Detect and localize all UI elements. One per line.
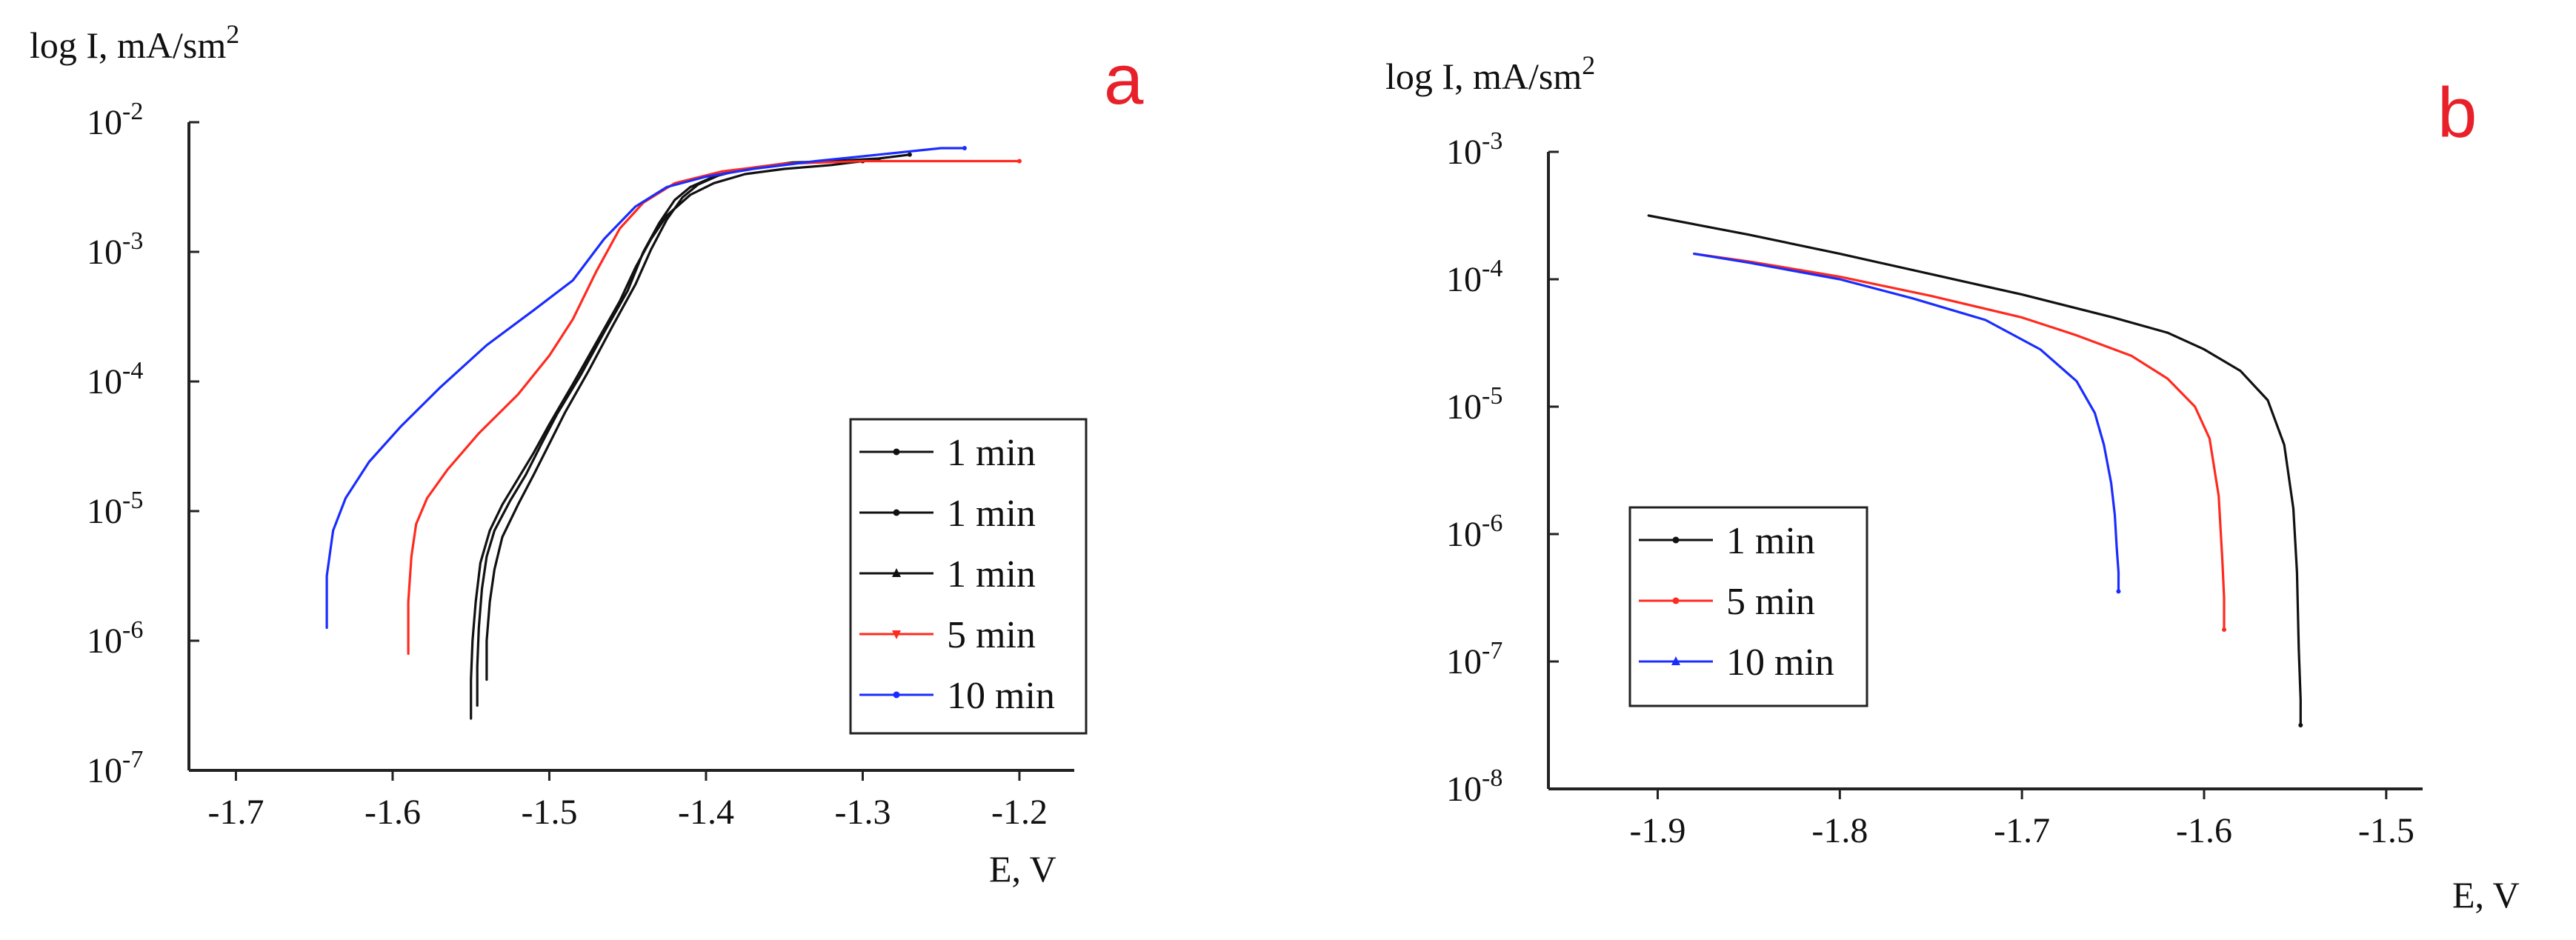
chart-panel-b: log I, mA/sm2 b E, V 10-8 10-7 10-6 10-5 10-… xyxy=(1385,50,2520,916)
legend-label-b: 5 min xyxy=(1726,581,1815,623)
y-tick-label-a: 10-7 xyxy=(87,746,143,790)
legend-b: 1 min 5 min 10 min xyxy=(1628,506,1868,707)
y-tick-label-b: 10-8 xyxy=(1446,764,1502,809)
x-tick-label-a: -1.6 xyxy=(365,793,421,832)
y-tick-label-a: 10-5 xyxy=(87,487,143,531)
legend-label-a: 1 min xyxy=(947,493,1036,535)
legend-label-a: 1 min xyxy=(947,553,1036,596)
legend-marker-a xyxy=(892,568,901,577)
series-end-point-a-1 xyxy=(907,152,912,157)
legend-marker-a xyxy=(893,509,900,516)
legend-marker-a xyxy=(892,630,901,639)
y-axis-label-b: log I, mA/sm2 xyxy=(1385,50,1595,97)
x-tick-label-b: -1.9 xyxy=(1630,811,1686,850)
y-tick-label-b: 10-3 xyxy=(1446,127,1502,172)
series-end-point-b-1 xyxy=(2298,723,2303,727)
x-axis-label-b: E, V xyxy=(2452,874,2520,916)
y-tick-label-b: 10-6 xyxy=(1446,510,1502,554)
y-tick-label-a: 10-6 xyxy=(87,616,143,661)
x-tick-label-b: -1.8 xyxy=(1811,811,1868,850)
y-tick-label-a: 10-2 xyxy=(87,98,143,142)
legend-marker-b xyxy=(1671,656,1680,665)
series-end-point-b-2 xyxy=(2222,627,2227,632)
y-tick-label-a: 10-4 xyxy=(87,357,143,401)
series-line-a-5 xyxy=(325,147,966,630)
x-axis-label-a: E, V xyxy=(989,848,1056,890)
y-tick-label-b: 10-5 xyxy=(1446,382,1502,427)
legend-marker-a xyxy=(893,691,900,699)
legend-marker-a xyxy=(893,448,900,456)
legend-label-a: 1 min xyxy=(947,432,1036,474)
legend-box-a xyxy=(849,418,1088,735)
panel-label-b: b xyxy=(2437,73,2477,153)
series-line-a-2 xyxy=(485,159,880,681)
x-tick-label-a: -1.2 xyxy=(991,793,1048,832)
chart-panel-a: log I, mA/sm2 a E, V 10-7 10-6 10-5 10-4 10-… xyxy=(30,19,1144,890)
legend-label-b: 10 min xyxy=(1726,641,1834,684)
y-tick-label-b: 10-7 xyxy=(1446,637,1502,681)
x-tick-label-a: -1.5 xyxy=(521,793,577,832)
legend-marker-b xyxy=(1672,536,1680,544)
series-line-a-3 xyxy=(470,159,865,720)
legend-label-a: 5 min xyxy=(947,614,1036,656)
x-tick-label-a: -1.7 xyxy=(207,793,264,832)
y-tick-label-a: 10-3 xyxy=(87,227,143,272)
legend-label-b: 1 min xyxy=(1726,520,1815,562)
series-end-point-a-5 xyxy=(962,146,967,150)
series-line-b-1 xyxy=(1647,214,2302,727)
series-line-a-1 xyxy=(476,153,911,707)
series-line-b-2 xyxy=(1693,253,2226,631)
x-tick-label-a: -1.3 xyxy=(834,793,891,832)
x-tick-label-b: -1.5 xyxy=(2358,811,2414,850)
x-tick-label-a: -1.4 xyxy=(678,793,734,832)
legend-marker-b xyxy=(1672,597,1680,604)
series-end-point-b-3 xyxy=(2116,589,2121,594)
series-end-point-a-4 xyxy=(1016,159,1022,164)
legend-label-a: 10 min xyxy=(947,675,1055,717)
series-line-a-4 xyxy=(407,159,1021,656)
panel-label-a: a xyxy=(1104,40,1144,119)
series-line-b-3 xyxy=(1693,253,2120,593)
x-tick-label-b: -1.7 xyxy=(1994,811,2050,850)
y-tick-label-b: 10-4 xyxy=(1446,255,1502,299)
y-axis-label-a: log I, mA/sm2 xyxy=(30,19,239,66)
legend-a: 1 min 1 min 1 min 5 min 10 min xyxy=(849,418,1088,735)
x-tick-label-b: -1.6 xyxy=(2176,811,2232,850)
